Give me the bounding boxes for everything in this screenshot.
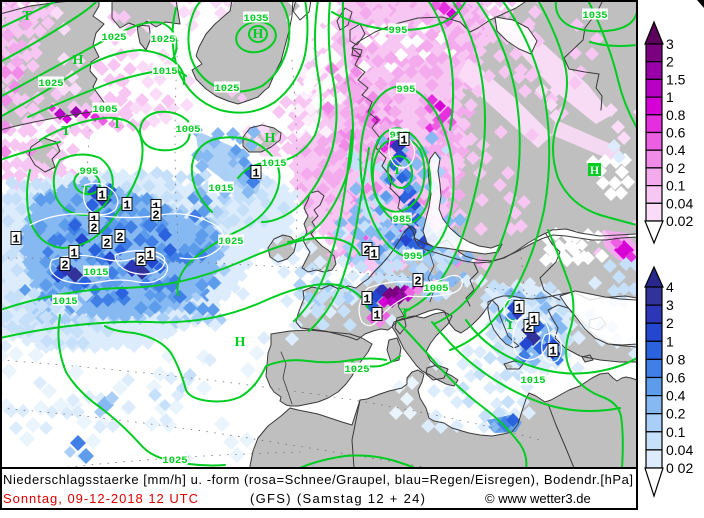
svg-text:1005: 1005 — [92, 104, 117, 116]
svg-text:0 8: 0 8 — [666, 351, 686, 367]
svg-text:H: H — [73, 53, 84, 68]
svg-text:0.04: 0.04 — [666, 442, 693, 458]
svg-text:1015: 1015 — [52, 296, 77, 308]
svg-text:1025: 1025 — [218, 236, 243, 248]
svg-text:1025: 1025 — [162, 455, 187, 467]
svg-text:1005: 1005 — [175, 124, 200, 136]
svg-text:1015: 1015 — [152, 66, 177, 78]
svg-text:2: 2 — [525, 321, 532, 335]
svg-text:2: 2 — [152, 209, 159, 223]
svg-text:985: 985 — [393, 214, 412, 226]
svg-text:1: 1 — [666, 333, 674, 349]
svg-text:2: 2 — [414, 275, 421, 289]
svg-text:0 2: 0 2 — [666, 160, 686, 176]
svg-text:1: 1 — [530, 314, 537, 328]
svg-text:2: 2 — [666, 54, 674, 70]
svg-text:H: H — [253, 27, 264, 42]
svg-text:2: 2 — [103, 237, 110, 251]
svg-text:1: 1 — [70, 247, 77, 261]
svg-text:1: 1 — [98, 189, 105, 203]
svg-text:1015: 1015 — [520, 375, 545, 387]
svg-text:T: T — [400, 306, 410, 322]
svg-text:0.2: 0.2 — [666, 406, 686, 422]
svg-text:1015: 1015 — [83, 267, 108, 279]
svg-text:T: T — [22, 9, 32, 24]
svg-text:995: 995 — [397, 84, 416, 96]
svg-text:1.5: 1.5 — [666, 71, 686, 87]
svg-text:0.04: 0.04 — [666, 195, 693, 211]
svg-text:1: 1 — [252, 167, 259, 181]
svg-text:T: T — [505, 317, 515, 333]
svg-text:4: 4 — [666, 279, 674, 295]
svg-text:1015: 1015 — [261, 158, 286, 170]
svg-text:1: 1 — [515, 302, 522, 316]
svg-text:0 02: 0 02 — [666, 460, 693, 476]
svg-text:2: 2 — [666, 315, 674, 331]
svg-text:2: 2 — [137, 254, 144, 268]
svg-text:1: 1 — [549, 345, 556, 359]
svg-text:1025: 1025 — [344, 364, 369, 376]
svg-text:(GFS) (Samstag 12 + 24): (GFS) (Samstag 12 + 24) — [250, 491, 425, 506]
svg-text:1: 1 — [373, 309, 380, 323]
svg-text:1025: 1025 — [38, 78, 63, 90]
svg-text:2: 2 — [116, 231, 123, 245]
svg-text:1035: 1035 — [243, 13, 268, 25]
svg-text:1: 1 — [123, 199, 130, 213]
svg-text:0.4: 0.4 — [666, 388, 686, 404]
svg-text:T: T — [81, 184, 91, 199]
svg-text:T: T — [392, 163, 402, 178]
svg-text:T: T — [61, 124, 71, 139]
svg-text:1015: 1015 — [208, 183, 233, 195]
svg-text:1: 1 — [370, 248, 377, 262]
svg-text:2: 2 — [61, 259, 68, 273]
svg-text:© www wetter3.de: © www wetter3.de — [485, 491, 591, 506]
svg-text:H: H — [590, 163, 600, 177]
svg-text:H: H — [265, 131, 276, 146]
svg-text:T: T — [112, 117, 122, 132]
svg-text:3: 3 — [666, 297, 674, 313]
svg-text:995: 995 — [80, 166, 99, 178]
svg-text:1: 1 — [12, 233, 19, 247]
svg-text:1: 1 — [666, 89, 674, 105]
svg-text:0.1: 0.1 — [666, 424, 686, 440]
svg-text:1005: 1005 — [423, 283, 448, 295]
svg-text:0.4: 0.4 — [666, 142, 686, 158]
svg-text:995: 995 — [389, 25, 408, 37]
svg-text:1035: 1035 — [582, 10, 607, 22]
svg-text:1: 1 — [363, 293, 370, 307]
svg-text:995: 995 — [404, 251, 423, 263]
svg-text:1: 1 — [400, 134, 407, 148]
svg-text:0.1: 0.1 — [666, 178, 686, 194]
svg-text:0.6: 0.6 — [666, 370, 686, 386]
svg-text:0.02: 0.02 — [666, 213, 693, 229]
svg-text:1025: 1025 — [150, 34, 175, 46]
svg-text:3: 3 — [666, 36, 674, 52]
svg-text:2: 2 — [90, 222, 97, 236]
svg-text:Niederschlagsstaerke [mm/h] u.: Niederschlagsstaerke [mm/h] u. -form (ro… — [3, 472, 633, 487]
svg-text:1: 1 — [146, 249, 153, 263]
svg-text:0.8: 0.8 — [666, 107, 686, 123]
svg-text:Sonntag, 09-12-2018 12 UTC: Sonntag, 09-12-2018 12 UTC — [3, 491, 198, 506]
svg-text:1025: 1025 — [101, 32, 126, 44]
svg-text:0.6: 0.6 — [666, 125, 686, 141]
svg-text:1025: 1025 — [214, 83, 239, 95]
svg-text:2: 2 — [363, 244, 370, 258]
svg-text:H: H — [235, 335, 246, 350]
